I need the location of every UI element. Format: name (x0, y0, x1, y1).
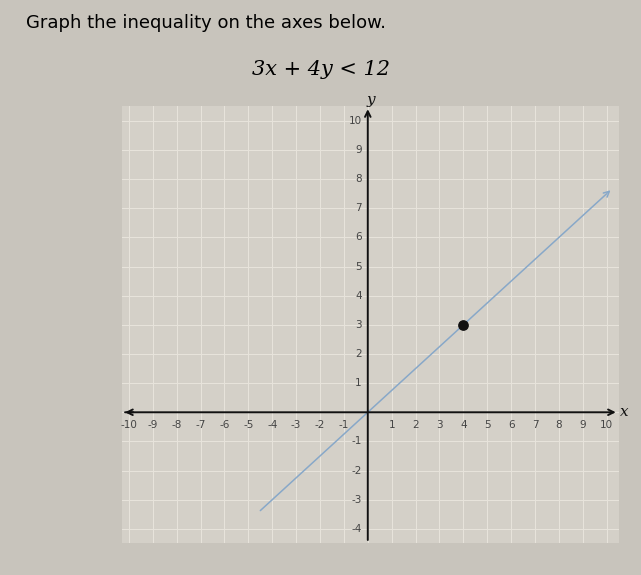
Text: -4: -4 (267, 420, 278, 431)
Text: -1: -1 (351, 436, 362, 446)
Text: -4: -4 (351, 524, 362, 534)
Text: x: x (620, 405, 628, 419)
Text: 7: 7 (355, 204, 362, 213)
Text: -2: -2 (315, 420, 325, 431)
Text: -7: -7 (196, 420, 206, 431)
Text: 3x + 4y < 12: 3x + 4y < 12 (251, 60, 390, 79)
Text: -1: -1 (338, 420, 349, 431)
Text: -9: -9 (147, 420, 158, 431)
Text: 10: 10 (600, 420, 613, 431)
Text: 4: 4 (355, 291, 362, 301)
Text: 7: 7 (531, 420, 538, 431)
Text: 4: 4 (460, 420, 467, 431)
Text: 6: 6 (355, 232, 362, 243)
Text: -6: -6 (219, 420, 229, 431)
Point (458, 320, 469, 329)
Text: 3: 3 (436, 420, 443, 431)
Text: 10: 10 (349, 116, 362, 126)
Text: -5: -5 (243, 420, 254, 431)
Text: 5: 5 (484, 420, 490, 431)
Text: 8: 8 (556, 420, 562, 431)
Text: 9: 9 (579, 420, 586, 431)
Text: 6: 6 (508, 420, 514, 431)
Text: 9: 9 (355, 145, 362, 155)
Text: 2: 2 (412, 420, 419, 431)
Text: -8: -8 (172, 420, 182, 431)
Text: -10: -10 (121, 420, 137, 431)
Text: y: y (367, 93, 375, 107)
Text: 1: 1 (355, 378, 362, 388)
Text: -3: -3 (291, 420, 301, 431)
Text: -3: -3 (351, 494, 362, 505)
Text: 3: 3 (355, 320, 362, 330)
Text: 5: 5 (355, 262, 362, 271)
Text: 1: 1 (388, 420, 395, 431)
Text: Graph the inequality on the axes below.: Graph the inequality on the axes below. (26, 14, 386, 32)
Text: 8: 8 (355, 174, 362, 184)
Text: 2: 2 (355, 349, 362, 359)
Text: -2: -2 (351, 466, 362, 476)
